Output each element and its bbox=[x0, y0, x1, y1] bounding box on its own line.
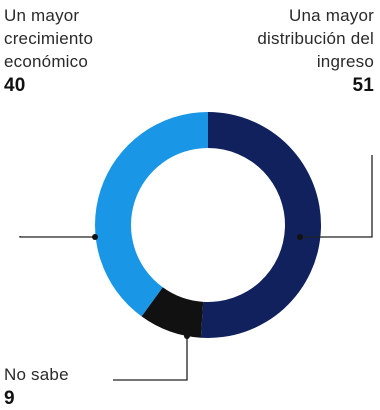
label-no-sabe-value: 9 bbox=[4, 388, 15, 409]
leader-lines bbox=[19, 155, 373, 381]
donut-slices bbox=[95, 112, 322, 338]
label-no-sabe-text: No sabe bbox=[4, 365, 69, 384]
label-income-distribution: Una mayor distribución del ingreso 51 bbox=[204, 4, 374, 97]
label-income-distribution-value: 51 bbox=[352, 75, 374, 96]
label-economic-growth: Un mayor crecimiento económico 40 bbox=[4, 4, 144, 97]
leader-line-income-distribution-dot bbox=[297, 234, 303, 240]
leader-line-economic-growth-dot bbox=[92, 234, 98, 240]
slice-income-distribution bbox=[200, 112, 322, 338]
label-income-distribution-text: Una mayor distribución del ingreso bbox=[257, 6, 374, 71]
leader-line-no-sabe-dot bbox=[184, 333, 190, 339]
label-economic-growth-text: Un mayor crecimiento económico bbox=[4, 6, 94, 71]
label-economic-growth-value: 40 bbox=[4, 75, 26, 96]
leader-line-no-sabe bbox=[113, 336, 188, 381]
leader-line-income-distribution bbox=[300, 155, 373, 238]
slice-economic-growth bbox=[95, 112, 208, 317]
leader-line-economic-growth bbox=[19, 236, 95, 238]
slice-no-sabe bbox=[141, 287, 204, 338]
label-no-sabe: No sabe 9 bbox=[4, 363, 124, 410]
